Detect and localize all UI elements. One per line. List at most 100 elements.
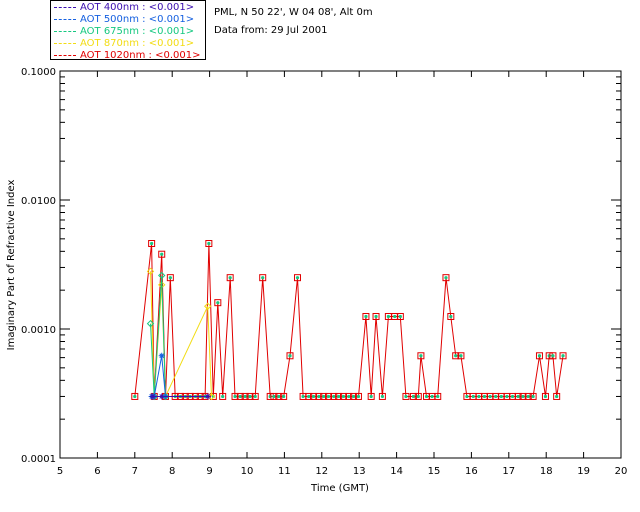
data-point-marker — [404, 394, 408, 399]
axis-ticks: 5 6 7 8 9 10 11 12 13 14 15 16 17 18 19 20 0.0001 0.0010 0… — [21, 67, 627, 477]
series-aot-400nm — [149, 393, 211, 400]
legend-item-500nm: AOT 500nm : <0.001> — [54, 14, 194, 26]
data-point — [442, 274, 450, 282]
data-point-marker — [398, 314, 402, 319]
data-point — [149, 393, 156, 400]
data-point-marker — [555, 394, 559, 399]
data-point-marker — [369, 394, 373, 399]
y-tick-label: 0.1000 — [21, 67, 56, 78]
data-point — [158, 352, 165, 359]
data-point — [339, 392, 347, 400]
data-point — [280, 392, 288, 400]
data-point — [553, 392, 561, 400]
x-tick-label: 16 — [465, 466, 478, 477]
data-point-marker — [301, 394, 305, 399]
x-tick-label: 9 — [206, 466, 212, 477]
data-point — [452, 352, 460, 360]
y-tick-label: 0.0100 — [21, 196, 56, 207]
x-tick-label: 7 — [132, 466, 138, 477]
data-point — [434, 392, 442, 400]
data-point — [231, 392, 239, 400]
data-point-marker — [380, 394, 384, 399]
data-point-marker — [238, 394, 242, 399]
data-point — [354, 392, 362, 400]
data-point-marker — [277, 394, 281, 399]
data-point-marker — [307, 394, 311, 399]
data-point-marker — [526, 394, 530, 399]
legend-swatch — [54, 6, 76, 8]
x-tick-label: 17 — [502, 466, 515, 477]
data-point — [205, 240, 213, 248]
data-point-marker — [416, 394, 420, 399]
x-tick-label: 13 — [353, 466, 366, 477]
data-point — [207, 392, 216, 401]
data-point-marker — [253, 394, 257, 399]
data-point — [158, 271, 166, 280]
data-point-marker — [543, 394, 548, 399]
data-point-marker — [311, 394, 316, 399]
data-point — [158, 250, 166, 258]
data-point-marker — [332, 394, 336, 399]
data-point — [362, 312, 370, 320]
data-point — [166, 274, 174, 282]
data-point — [457, 352, 465, 360]
data-point-marker — [221, 394, 225, 399]
data-point — [259, 274, 267, 282]
data-point-marker — [521, 394, 525, 399]
data-point — [409, 392, 417, 400]
data-point — [293, 274, 301, 282]
data-point-marker — [482, 394, 487, 399]
legend-label: AOT 400nm : <0.001> — [80, 2, 195, 13]
data-point-marker — [488, 394, 492, 399]
legend-label: AOT 1020nm : <0.001> — [80, 50, 201, 61]
data-point — [204, 393, 211, 400]
data-point-marker — [386, 314, 390, 319]
data-point — [320, 392, 328, 400]
data-point — [529, 392, 537, 400]
data-point-marker — [317, 394, 321, 399]
data-point-marker — [430, 394, 434, 399]
data-point — [350, 392, 358, 400]
data-point — [270, 392, 278, 400]
data-point-marker — [424, 394, 429, 399]
data-point-marker — [168, 276, 172, 280]
x-tick-label: 15 — [428, 466, 441, 477]
data-point-marker — [551, 354, 555, 358]
data-point-marker — [516, 394, 520, 399]
data-point — [367, 392, 375, 400]
data-point — [315, 392, 323, 400]
data-point — [549, 352, 557, 360]
data-point-marker — [393, 314, 397, 319]
data-point-marker — [216, 301, 220, 305]
data-point-marker — [272, 394, 276, 399]
data-point — [305, 392, 313, 400]
station-location: PML, N 50 22', W 04 08', Alt 0m — [214, 7, 373, 18]
data-point-marker — [337, 394, 341, 399]
legend-swatch — [54, 30, 76, 32]
data-point — [559, 352, 567, 360]
data-point-marker — [459, 354, 463, 358]
data-point-marker — [494, 394, 498, 399]
data-point — [214, 299, 222, 307]
data-point — [146, 319, 155, 328]
data-point — [219, 392, 227, 400]
data-point — [378, 392, 386, 400]
data-point — [310, 392, 318, 400]
data-point-marker — [261, 276, 265, 280]
legend-label: AOT 675nm : <0.001> — [80, 26, 195, 37]
x-tick-label: 19 — [577, 466, 590, 477]
data-point-marker — [295, 276, 300, 280]
data-point — [131, 392, 139, 400]
x-axis-label: Time (GMT) — [310, 483, 369, 494]
x-tick-label: 6 — [94, 466, 100, 477]
legend-item-1020nm: AOT 1020nm : <0.001> — [54, 50, 200, 62]
x-tick-label: 12 — [315, 466, 328, 477]
data-point-marker — [471, 394, 475, 399]
data-point-marker — [233, 394, 237, 399]
data-point-marker — [465, 394, 469, 399]
x-tick-label: 11 — [278, 466, 291, 477]
data-point-marker — [150, 241, 154, 246]
data-point-marker — [477, 394, 481, 399]
data-point-marker — [228, 276, 232, 280]
data-point-marker — [326, 394, 331, 399]
